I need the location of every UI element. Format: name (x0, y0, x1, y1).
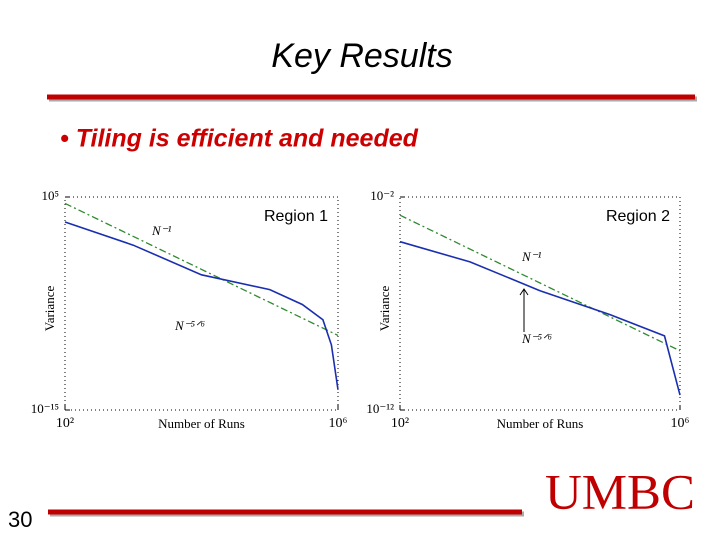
series-label: N⁻⁵ᐟ⁶ (174, 318, 206, 333)
data-line (64, 221, 339, 390)
region-label: Region 1 (264, 208, 328, 225)
series-label: N⁻¹ (151, 223, 172, 238)
series-label: N⁻⁵ᐟ⁶ (521, 331, 553, 346)
chart: 10² 10⁶ 10⁻¹² 10⁻² Number of Runs Variance Reg… (366, 188, 689, 431)
charts: 10² 10⁶ 10⁻¹⁵ 10⁵ Number of Runs Variance Regi… (31, 188, 690, 431)
series-label: N⁻¹ (521, 249, 542, 264)
y-axis-label: Variance (42, 286, 57, 332)
slide-title: Key Results (271, 37, 452, 75)
x-tick-label: 10⁶ (671, 416, 690, 431)
y-tick-label: 10⁵ (41, 188, 59, 203)
data-line (399, 240, 681, 396)
plot-frame (399, 196, 681, 411)
plot-frame (64, 196, 339, 411)
y-tick-label: 10⁻¹² (366, 401, 394, 416)
logo: UMBC (545, 463, 695, 519)
bullet: • Tiling is efficient and needed (60, 125, 419, 153)
data-line (64, 202, 339, 336)
x-tick-label: 10² (56, 416, 74, 431)
page-number: 30 (8, 507, 32, 532)
y-tick-label: 10⁻¹⁵ (31, 401, 59, 416)
x-tick-label: 10⁶ (329, 416, 348, 431)
x-axis-label: Number of Runs (497, 416, 584, 431)
y-tick-label: 10⁻² (370, 188, 394, 203)
y-axis-label: Variance (377, 286, 392, 332)
data-line (399, 214, 681, 352)
chart: 10² 10⁶ 10⁻¹⁵ 10⁵ Number of Runs Variance Regi… (31, 188, 348, 431)
x-tick-label: 10² (391, 416, 409, 431)
x-axis-label: Number of Runs (158, 416, 245, 431)
arrow (519, 288, 529, 332)
region-label: Region 2 (606, 208, 670, 225)
